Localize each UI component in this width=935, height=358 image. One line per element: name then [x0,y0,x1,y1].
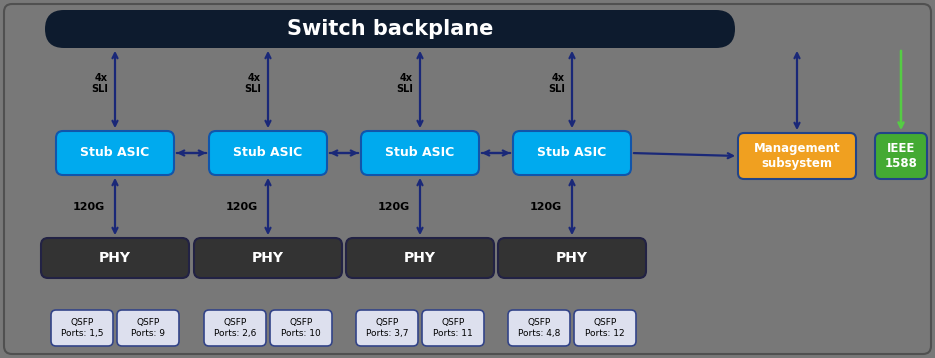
Text: PHY: PHY [556,251,588,265]
FancyBboxPatch shape [117,310,179,346]
Text: QSFP
Ports: 4,8: QSFP Ports: 4,8 [518,318,560,338]
Text: QSFP
Ports: 11: QSFP Ports: 11 [433,318,473,338]
Text: 4x
SLI: 4x SLI [91,73,108,94]
FancyBboxPatch shape [513,131,631,175]
FancyBboxPatch shape [51,310,113,346]
Text: QSFP
Ports: 9: QSFP Ports: 9 [131,318,165,338]
Text: QSFP
Ports: 12: QSFP Ports: 12 [585,318,625,338]
FancyBboxPatch shape [422,310,484,346]
Text: Stub ASIC: Stub ASIC [538,146,607,160]
Text: 120G: 120G [225,202,258,212]
Text: Stub ASIC: Stub ASIC [80,146,150,160]
FancyBboxPatch shape [738,133,856,179]
Text: QSFP
Ports: 1,5: QSFP Ports: 1,5 [61,318,103,338]
Text: 120G: 120G [530,202,562,212]
FancyBboxPatch shape [194,238,342,278]
FancyBboxPatch shape [361,131,479,175]
FancyBboxPatch shape [574,310,636,346]
FancyBboxPatch shape [356,310,418,346]
Text: PHY: PHY [99,251,131,265]
Text: Stub ASIC: Stub ASIC [385,146,454,160]
FancyBboxPatch shape [4,4,931,354]
FancyBboxPatch shape [41,238,189,278]
FancyBboxPatch shape [45,10,735,48]
Text: 4x
SLI: 4x SLI [548,73,565,94]
Text: Switch backplane: Switch backplane [287,19,493,39]
Text: IEEE
1588: IEEE 1588 [885,142,917,170]
Text: Management
subsystem: Management subsystem [754,142,841,170]
Text: 120G: 120G [73,202,105,212]
Text: 4x
SLI: 4x SLI [396,73,413,94]
FancyBboxPatch shape [56,131,174,175]
Text: PHY: PHY [404,251,436,265]
Text: Stub ASIC: Stub ASIC [234,146,303,160]
Text: 4x
SLI: 4x SLI [244,73,261,94]
FancyBboxPatch shape [209,131,327,175]
Text: PHY: PHY [252,251,284,265]
FancyBboxPatch shape [346,238,494,278]
FancyBboxPatch shape [508,310,570,346]
FancyBboxPatch shape [875,133,927,179]
Text: QSFP
Ports: 10: QSFP Ports: 10 [281,318,321,338]
Text: 120G: 120G [378,202,410,212]
Text: QSFP
Ports: 2,6: QSFP Ports: 2,6 [214,318,256,338]
FancyBboxPatch shape [204,310,266,346]
FancyBboxPatch shape [270,310,332,346]
Text: QSFP
Ports: 3,7: QSFP Ports: 3,7 [366,318,409,338]
FancyBboxPatch shape [498,238,646,278]
